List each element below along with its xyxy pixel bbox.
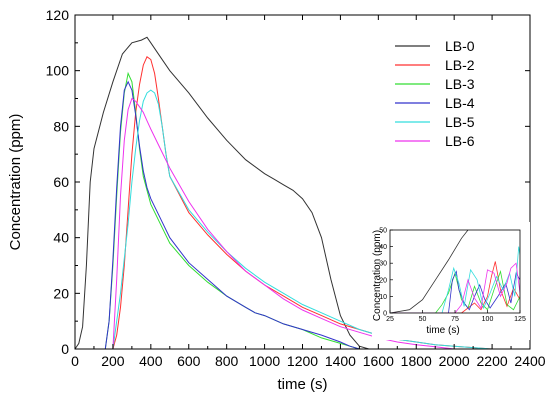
inset-y-tick-label: 20 [379,277,387,284]
inset-tick-labels-group: 25 50 75 100 125 0 10 20 30 40 50 [379,228,526,324]
y-tick-label: 20 [53,285,69,301]
y-tick-label: 120 [46,7,70,23]
inset-series-line-lb-3 [390,269,520,313]
legend-label-lb-6: LB-6 [445,133,475,149]
series-line-lb-4 [75,80,360,350]
x-tick-label: 2000 [439,353,470,369]
x-tick-label: 600 [177,353,201,369]
y-tick-label: 80 [53,118,69,134]
x-axis-title: time (s) [278,376,328,393]
inset-ticks-group [389,229,521,314]
x-tick-label: 200 [101,353,125,369]
legend-label-lb-0: LB-0 [445,38,475,54]
inset-x-axis-title: time (s) [426,325,459,336]
inset-x-tick-label: 100 [482,316,494,323]
legend-label-lb-5: LB-5 [445,114,475,130]
inset-y-tick-label: 30 [379,261,387,268]
main-ticks-group [74,14,531,350]
inset-series-line-lb-5 [390,246,520,313]
inset-y-tick-label: 10 [379,294,387,301]
inset-x-tick-label: 50 [419,316,427,323]
x-tick-label: 1200 [287,353,318,369]
x-tick-label: 1800 [401,353,432,369]
series-line-lb-3 [75,71,360,350]
y-tick-label: 60 [53,174,69,190]
inset-series-line-lb-0 [390,230,469,313]
main-series-group [74,36,493,350]
inset-x-tick-label: 125 [514,316,526,323]
inset-chart: 25 50 75 100 125 0 10 20 30 40 50 time (s) Concent… [372,222,530,340]
legend-label-lb-4: LB-4 [445,95,475,111]
x-tick-label: 1000 [249,353,280,369]
legend-label-lb-2: LB-2 [445,57,475,73]
inset-series-line-lb-2 [390,261,520,313]
inset-y-tick-label: 40 [379,244,387,251]
series-line-lb-6 [75,97,455,350]
inset-y-tick-label: 0 [383,311,387,318]
inset-x-tick-label: 25 [386,316,394,323]
inset-y-tick-label: 50 [379,228,387,235]
y-tick-label: 40 [53,230,69,246]
main-tick-labels-group: 0 200 400 600 800 1000 1200 1400 1600 1800 2000 220… [46,7,546,369]
x-tick-label: 1400 [325,353,356,369]
series-line-lb-0 [74,36,370,350]
legend: LB-0 LB-2 LB-3 LB-4 LB-5 LB-6 [395,38,475,149]
x-tick-label: 2400 [514,353,545,369]
inset-series-line-lb-4 [390,270,520,313]
x-tick-label: 1600 [363,353,394,369]
legend-label-lb-3: LB-3 [445,76,475,92]
x-tick-label: 800 [215,353,239,369]
x-tick-label: 400 [139,353,163,369]
inset-series-group [390,230,520,313]
x-tick-label: 0 [71,353,79,369]
inset-y-axis-title: Concentration (ppm) [372,230,383,321]
y-tick-label: 0 [61,341,69,357]
x-tick-label: 2200 [477,353,508,369]
inset-x-tick-label: 75 [451,316,459,323]
inset-series-line-lb-6 [390,262,520,313]
y-tick-label: 100 [46,63,70,79]
y-axis-title: Concentration (ppm) [7,114,24,251]
